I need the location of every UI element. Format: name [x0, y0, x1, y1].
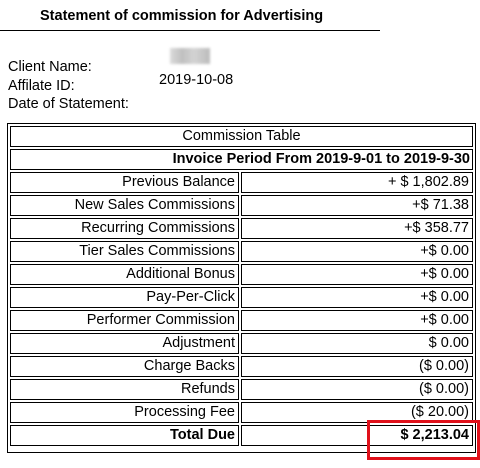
statement-title: Statement of commission for Advertising	[40, 8, 324, 24]
row-label: Performer Commission	[10, 310, 239, 331]
total-highlight-box	[367, 420, 480, 460]
table-row: Additional Bonus +$ 0.00	[10, 264, 473, 285]
client-name-label: Client Name:	[8, 59, 92, 75]
row-label: Recurring Commissions	[10, 218, 239, 239]
title-underline	[0, 30, 380, 31]
row-value: +$ 358.77	[241, 218, 473, 239]
table-row: Refunds ($ 0.00)	[10, 379, 473, 400]
row-label: Charge Backs	[10, 356, 239, 377]
commission-table: Commission Table Invoice Period From 201…	[7, 123, 476, 453]
total-due-value: $ 2,213.04	[241, 425, 473, 446]
table-row: Adjustment $ 0.00	[10, 333, 473, 354]
table-row: Processing Fee ($ 20.00)	[10, 402, 473, 423]
row-label: Refunds	[10, 379, 239, 400]
table-row: Performer Commission +$ 0.00	[10, 310, 473, 331]
affiliate-id-value: 2019-10-08	[159, 72, 234, 88]
total-due-row: Total Due $ 2,213.04	[10, 425, 473, 446]
row-label: Additional Bonus	[10, 264, 239, 285]
row-value: +$ 71.38	[241, 195, 473, 216]
row-value: ($ 0.00)	[241, 379, 473, 400]
table-caption-row: Commission Table	[10, 126, 473, 147]
row-value: +$ 0.00	[241, 241, 473, 262]
row-value: +$ 0.00	[241, 310, 473, 331]
row-label: New Sales Commissions	[10, 195, 239, 216]
table-caption: Commission Table	[10, 126, 473, 147]
row-value: +$ 0.00	[241, 264, 473, 285]
table-row: Recurring Commissions +$ 358.77	[10, 218, 473, 239]
invoice-period-row: Invoice Period From 2019-9-01 to 2019-9-…	[10, 149, 473, 170]
row-label: Previous Balance	[10, 172, 239, 193]
row-value: + $ 1,802.89	[241, 172, 473, 193]
table-row: New Sales Commissions +$ 71.38	[10, 195, 473, 216]
row-value: $ 0.00	[241, 333, 473, 354]
row-value: ($ 0.00)	[241, 356, 473, 377]
row-label: Processing Fee	[10, 402, 239, 423]
row-value: +$ 0.00	[241, 287, 473, 308]
date-of-statement-label: Date of Statement:	[8, 96, 129, 112]
row-label: Tier Sales Commissions	[10, 241, 239, 262]
row-label: Pay-Per-Click	[10, 287, 239, 308]
row-label: Adjustment	[10, 333, 239, 354]
total-due-label: Total Due	[10, 425, 239, 446]
table-row: Previous Balance + $ 1,802.89	[10, 172, 473, 193]
table-row: Tier Sales Commissions +$ 0.00	[10, 241, 473, 262]
table-row: Charge Backs ($ 0.00)	[10, 356, 473, 377]
table-row: Pay-Per-Click +$ 0.00	[10, 287, 473, 308]
row-value: ($ 20.00)	[241, 402, 473, 423]
client-info-labels: Client Name: Affilate ID: Date of Statem…	[8, 58, 129, 114]
invoice-period: Invoice Period From 2019-9-01 to 2019-9-…	[10, 149, 473, 170]
redacted-client-name	[170, 48, 210, 64]
affiliate-id-label: Affilate ID:	[8, 77, 75, 94]
